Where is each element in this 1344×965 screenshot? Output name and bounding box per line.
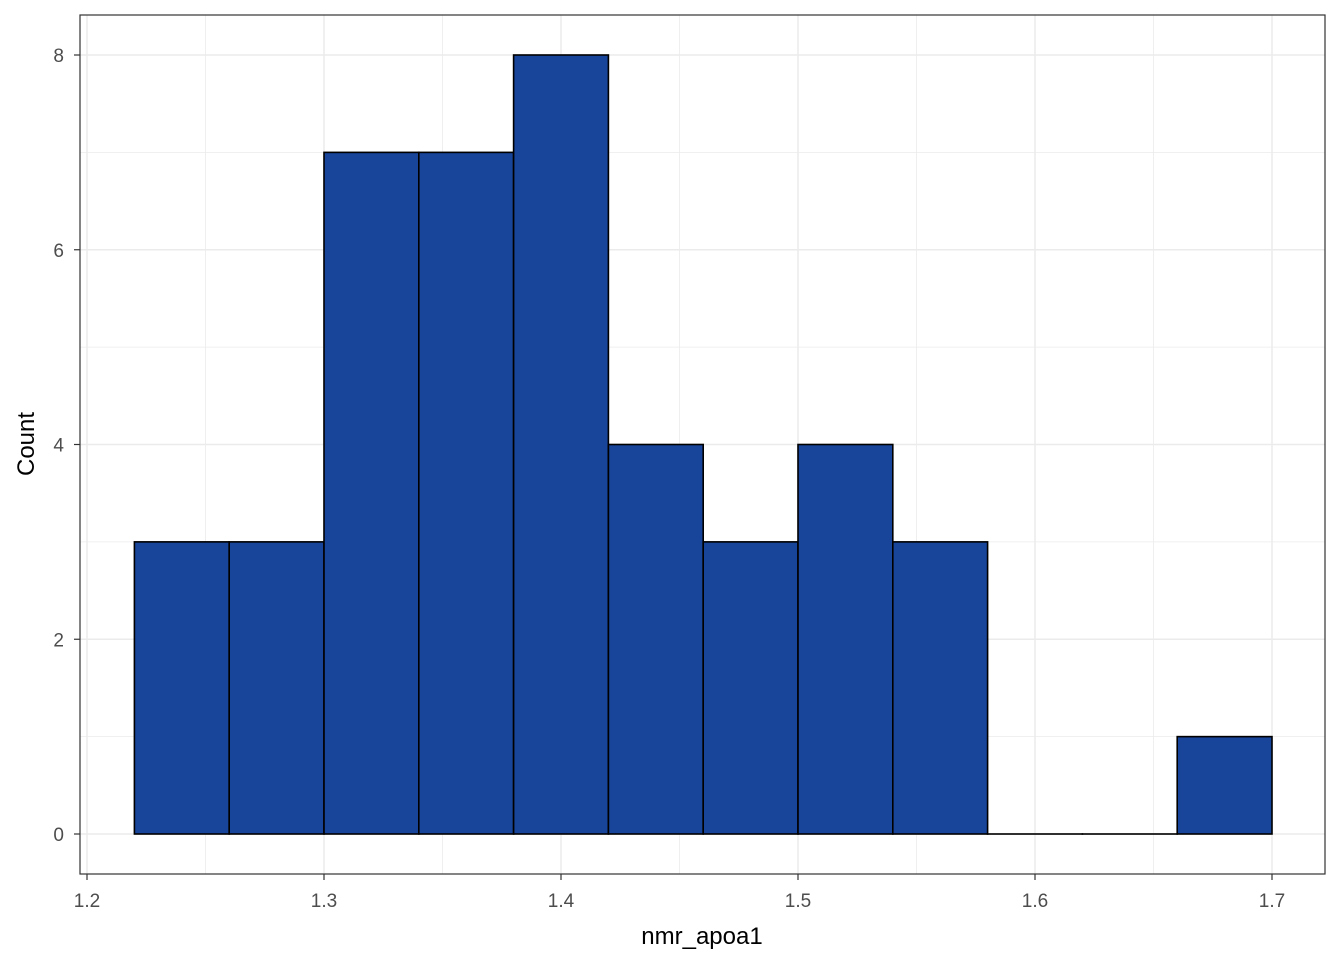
y-tick-label: 0	[53, 825, 64, 846]
histogram-bar-3	[419, 152, 514, 834]
x-tick-label: 1.5	[785, 891, 811, 912]
x-tick-label: 1.4	[548, 891, 575, 912]
histogram-bar-8	[893, 542, 988, 834]
y-tick-label: 4	[53, 436, 64, 457]
x-axis-title: nmr_apoa1	[641, 923, 762, 950]
x-tick-label: 1.2	[74, 891, 100, 912]
histogram-bar-5	[608, 445, 703, 835]
histogram-bar-2	[324, 152, 419, 834]
histogram-bar-11	[1177, 737, 1272, 834]
histogram-bar-7	[798, 445, 893, 835]
y-tick-label: 6	[53, 241, 64, 262]
histogram-bar-4	[514, 55, 609, 834]
histogram-bar-6	[703, 542, 798, 834]
y-tick-label: 2	[53, 630, 64, 651]
x-tick-label: 1.7	[1259, 891, 1285, 912]
histogram-bar-1	[229, 542, 324, 834]
y-axis-title: Count	[13, 412, 40, 476]
x-tick-label: 1.3	[311, 891, 337, 912]
histogram-bar-0	[134, 542, 229, 834]
x-tick-label: 1.6	[1022, 891, 1048, 912]
y-tick-label: 8	[53, 46, 64, 67]
